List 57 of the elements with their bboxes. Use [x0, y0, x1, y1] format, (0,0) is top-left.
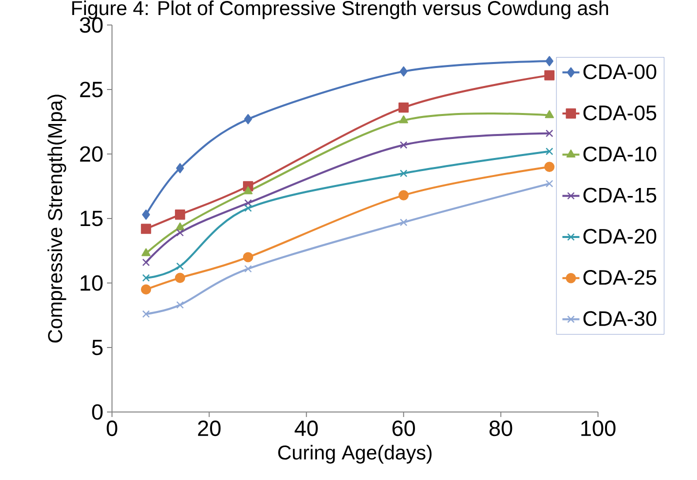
chart-title: Figure 4: Plot of Compressive Strength versus Cowdung ash: [72, 0, 608, 20]
point: [176, 163, 184, 174]
x-tick-label: 80: [490, 420, 512, 436]
y-tick-label: 10: [80, 275, 103, 291]
legend-label: CDA-20: [583, 228, 656, 244]
x-tick-label: 40: [294, 420, 318, 436]
point: [399, 115, 408, 124]
point: [176, 301, 184, 309]
x-tick-label: 20: [198, 420, 221, 436]
legend-label: CDA-30: [583, 311, 656, 326]
point: [244, 265, 252, 273]
point: [545, 56, 554, 66]
legend-label: CDA-15: [583, 188, 656, 203]
x-tick-label: 0: [106, 420, 118, 436]
point: [142, 210, 150, 220]
point: [544, 162, 555, 172]
point: [140, 284, 152, 295]
point: [176, 228, 184, 236]
point: [546, 130, 554, 138]
x-axis-title: Curing Age(days): [278, 444, 432, 464]
y-tick-label: 5: [92, 340, 103, 356]
legend-label: CDA-10: [583, 146, 656, 162]
point: [546, 148, 554, 156]
legend-label: CDA-05: [583, 105, 656, 120]
point: [176, 222, 185, 230]
legend-label: CDA-25: [583, 270, 656, 285]
point: [242, 252, 254, 262]
point: [544, 110, 554, 118]
point: [176, 262, 184, 270]
point: [544, 70, 555, 80]
point: [244, 186, 253, 194]
point: [142, 310, 150, 318]
legend-label: CDA-00: [583, 64, 656, 80]
y-tick-label: 0: [92, 404, 103, 420]
point: [142, 274, 150, 282]
point: [142, 248, 151, 256]
point: [244, 204, 252, 212]
point: [546, 180, 554, 188]
x-tick-label: 60: [392, 420, 415, 436]
point: [400, 170, 408, 178]
y-tick-label: 15: [80, 210, 103, 226]
point: [174, 272, 186, 283]
y-axis-title: Compressive Strength(Mpa): [48, 94, 66, 343]
point: [140, 224, 152, 234]
point: [398, 102, 409, 113]
point: [400, 66, 408, 77]
point: [400, 141, 408, 149]
y-tick-label: 25: [80, 82, 103, 98]
point: [398, 190, 409, 200]
y-tick-label: 20: [80, 146, 103, 162]
y-tick-label: 30: [80, 17, 103, 33]
point: [400, 218, 408, 226]
point: [244, 114, 252, 124]
x-tick-label: 100: [581, 420, 616, 436]
point: [244, 199, 252, 207]
point: [142, 258, 150, 266]
point: [174, 210, 186, 220]
